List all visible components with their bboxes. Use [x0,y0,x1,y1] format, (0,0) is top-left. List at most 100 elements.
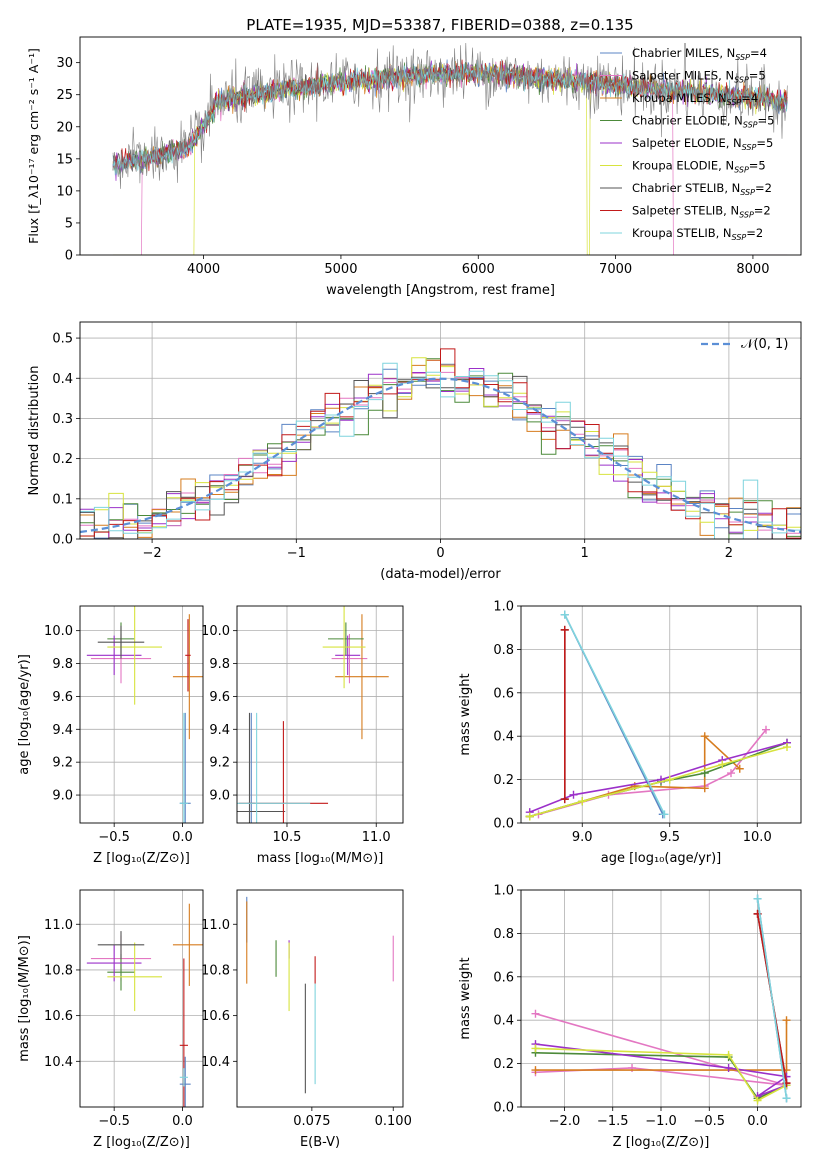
x-tick-label: 0.100 [375,1114,412,1129]
y-tick-label: 10.0 [201,624,230,639]
x-tick-label: −0.5 [98,830,130,845]
y-tick-label: 0.0 [52,533,73,548]
data-spectrum-line [112,42,788,189]
mass_vs_EBV-axes: 0.075 0.100 10.4 10.6 10.8 11.0 E(B-V) [201,918,412,1150]
y-tick-label: 0.0 [493,817,514,832]
age_vs_mass-axes: 10.5 11.0 9.0 9.2 9.4 9.6 9.8 10.0 mass [log₁₀(M… [201,606,403,866]
weight-series-line [535,1047,787,1102]
x-tick-label: 9.5 [659,830,680,845]
y-tick-label: 0.6 [493,686,514,701]
weight-marker [531,1066,540,1075]
residuals-axes: −2 −1 0 1 2 0.0 0.1 0.2 0.3 0.4 0.5 (data-model)/er… [27,322,801,582]
x-axis-label: Z [log₁₀(Z/Z⊙)] [613,1135,710,1150]
y-tick-label: 10.4 [201,1055,230,1070]
weight-marker [525,812,534,821]
x-axis-label: (data-model)/error [380,567,501,582]
x-axis-label: Z [log₁₀(Z/Z⊙)] [93,1135,190,1150]
histogram-step [80,362,801,539]
x-tick-label: 9.0 [572,830,593,845]
y-tick-label: 0.1 [52,492,73,507]
y-tick-label: 0.2 [493,1057,514,1072]
weight_vs_age-axes: 9.0 9.5 10.0 0.0 0.2 0.4 0.6 0.8 1.0 age [log₁₀(a… [458,600,801,866]
y-tick-label: 25 [56,88,73,103]
weight-marker [560,795,569,804]
x-tick-label: 10.0 [743,830,772,845]
y-tick-label: 9.0 [209,789,230,804]
y-tick-label: 10.4 [44,1055,73,1070]
legend-label: Salpeter ELODIE, NSSP=5 [632,136,773,152]
age_vs_Z-axes: −0.5 0.0 9.0 9.2 9.4 9.6 9.8 10.0 Z [log₁₀(Z/Z⊙)… [17,606,203,866]
y-axis-label: mass [log₁₀(M/M⊙)] [17,935,32,1062]
weight-marker [727,769,735,778]
y-tick-label: 9.8 [52,657,73,672]
x-tick-label: 0.075 [293,1114,330,1129]
y-tick-label: 10.8 [201,963,230,978]
weight_vs_Z-axes: −2.0 −1.5 −1.0 −0.5 0.0 0.0 0.2 0.4 0.6 0.8 1.0 Z [… [458,884,801,1150]
x-tick-label: −2 [143,546,162,561]
weight-series-line [538,729,767,816]
y-tick-label: 11.0 [201,918,230,933]
y-tick-label: 10.8 [44,963,73,978]
x-axis-label: E(B-V) [300,1135,340,1150]
x-axis-label: Z [log₁₀(Z/Z⊙)] [93,851,190,866]
y-tick-label: 9.2 [52,756,73,771]
y-axis-label: Flux [f_λ10⁻¹⁷ erg cm⁻² s⁻¹ A⁻¹] [26,48,41,244]
weight-marker [700,732,709,741]
y-tick-label: 0.4 [493,730,514,745]
y-tick-label: 9.4 [209,723,230,738]
y-tick-label: 1.0 [493,600,514,615]
x-tick-label: 0 [436,546,444,561]
weight-marker [660,810,669,819]
axes-frame [79,36,802,256]
y-axis-label: age [log₁₀(age/yr)] [17,654,32,775]
x-tick-label: −1 [287,546,306,561]
x-tick-label: 0.0 [747,1114,768,1129]
x-tick-label: −2.0 [549,1114,581,1129]
x-axis-label: age [log₁₀(age/yr)] [601,851,722,866]
y-tick-label: 9.6 [209,690,230,705]
y-tick-label: 0.6 [493,970,514,985]
y-tick-label: 11.0 [44,918,73,933]
x-tick-label: −0.5 [693,1114,725,1129]
y-tick-label: 30 [56,56,73,71]
mass_vs_Z-axes: −0.5 0.0 10.4 10.6 10.8 11.0 Z [log₁₀(Z/Z⊙)] ma… [17,890,203,1150]
y-tick-label: 0.2 [493,773,514,788]
x-tick-label: 2 [725,546,733,561]
weight-marker [753,894,762,903]
y-tick-label: 9.4 [52,723,73,738]
axes-frame [520,889,802,1108]
y-tick-label: 0.8 [493,643,514,658]
weight-series-line [756,898,788,1099]
x-tick-label: 0.0 [172,830,193,845]
weight-marker [578,797,587,806]
axes-frame [236,605,404,824]
y-tick-label: 0.2 [52,452,73,467]
weight-series-line [564,614,666,815]
x-tick-label: 5000 [324,262,357,277]
figure-title: PLATE=1935, MJD=53387, FIBERID=0388, z=0… [246,16,633,34]
x-tick-label: −1.5 [597,1114,629,1129]
weight-marker [569,790,578,799]
normal-curve [80,377,801,534]
y-tick-label: 9.8 [209,657,230,672]
weight-marker [782,1016,791,1025]
x-tick-label: 7000 [599,262,632,277]
weight-marker [531,1009,540,1018]
x-tick-label: 11.0 [362,830,391,845]
weight-marker [700,784,709,793]
y-tick-label: 0.4 [493,1014,514,1029]
axes-frame [79,321,802,540]
y-tick-label: 0.8 [493,927,514,942]
weight-marker [718,760,727,769]
y-tick-label: 10.0 [44,624,73,639]
x-tick-label: 6000 [462,262,495,277]
y-tick-label: 9.6 [52,690,73,705]
weight-marker [782,1094,791,1103]
y-tick-label: 0 [65,249,73,264]
y-tick-label: 0.0 [493,1101,514,1116]
y-tick-label: 10 [56,184,73,199]
legend-label: Kroupa STELIB, NSSP=2 [632,226,763,242]
y-tick-label: 10.6 [44,1009,73,1024]
weight-marker [762,725,770,734]
